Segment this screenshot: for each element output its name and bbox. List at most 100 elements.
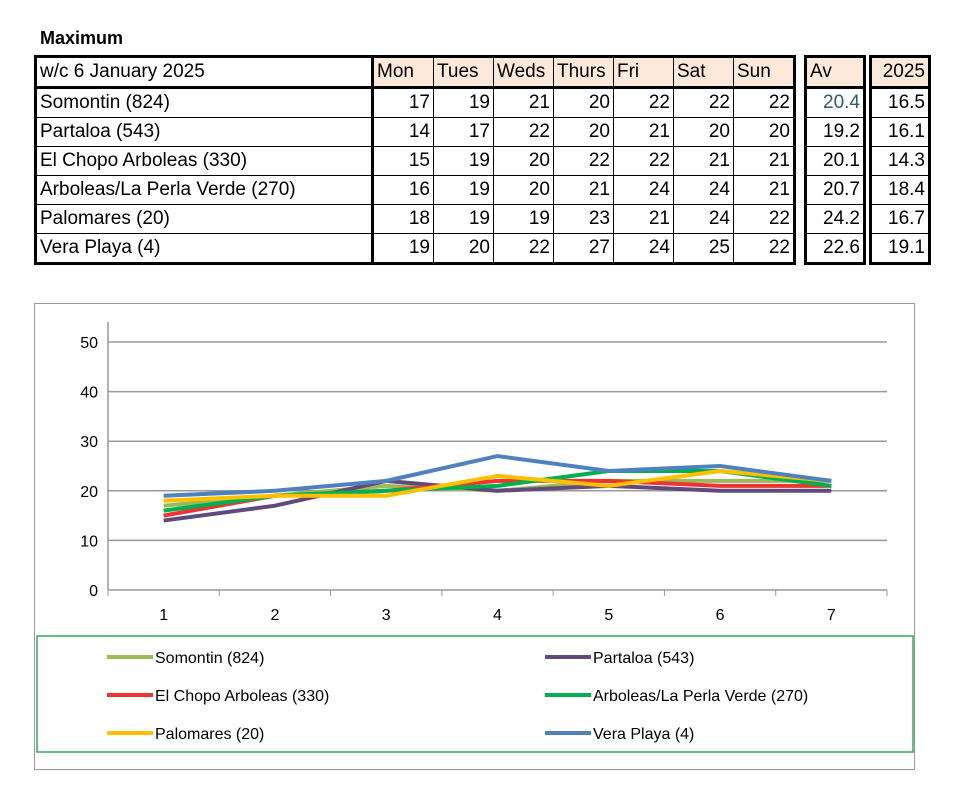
day-header: Fri — [613, 56, 674, 89]
temperature-cell: 20 — [673, 117, 734, 147]
temperature-cell: 24 — [673, 204, 734, 234]
temperature-cell: 17 — [433, 117, 494, 147]
temperature-cell: 22 — [673, 87, 734, 118]
year-cell: 16.1 — [870, 117, 930, 147]
year-cell: 16.7 — [870, 204, 930, 234]
x-tick-label: 4 — [493, 607, 502, 624]
x-tick-label: 6 — [716, 607, 725, 624]
average-cell: 19.2 — [805, 117, 865, 147]
temperature-cell: 20 — [553, 87, 614, 118]
table-row: Palomares (20) 18 19 19 23 21 24 22 — [35, 204, 796, 234]
week-label: w/c 6 January 2025 — [35, 56, 374, 89]
sheet-title: Maximum — [40, 28, 124, 48]
temperature-cell: 22 — [493, 117, 554, 147]
temperature-cell: 24 — [613, 233, 674, 264]
location-name: Arboleas/La Perla Verde (270) — [35, 175, 374, 205]
legend-label: El Chopo Arboleas (330) — [155, 688, 329, 705]
table-row: Partaloa (543) 14 17 22 20 21 20 20 — [35, 117, 796, 147]
x-tick-label: 5 — [604, 607, 613, 624]
temperature-cell: 21 — [553, 175, 614, 205]
temperature-cell: 20 — [553, 117, 614, 147]
temperature-cell: 19 — [493, 204, 554, 234]
table-row: Arboleas/La Perla Verde (270) 16 19 20 21 24 2… — [35, 175, 796, 205]
location-name: Partaloa (543) — [35, 117, 374, 147]
year-cell: 18.4 — [870, 175, 930, 205]
y-tick-label: 50 — [80, 335, 98, 352]
x-tick-label: 1 — [159, 607, 168, 624]
temperature-cell: 19 — [372, 233, 434, 264]
average-cell: 20.7 — [805, 175, 865, 205]
temperature-cell: 19 — [433, 87, 494, 118]
year-cell: 16.5 — [870, 87, 930, 118]
header-row: w/c 6 January 2025 Mon Tues Weds Thurs Fri Sat… — [35, 56, 796, 89]
day-header: Weds — [493, 56, 554, 89]
legend-label: Somontin (824) — [155, 650, 264, 667]
temperature-cell: 21 — [733, 175, 796, 205]
temperature-cell: 20 — [493, 175, 554, 205]
temperature-cell: 27 — [553, 233, 614, 264]
line-chart: 0 10 20 30 40 50 1 2 3 4 5 6 7 Somontin (824) Partaloa… — [34, 303, 915, 770]
temperature-cell: 16 — [372, 175, 434, 205]
day-header: Thurs — [553, 56, 614, 89]
day-header: Sun — [733, 56, 796, 89]
temperature-cell: 14 — [372, 117, 434, 147]
temperature-cell: 22 — [733, 204, 796, 234]
temperature-cell: 21 — [613, 204, 674, 234]
legend-label: Vera Playa (4) — [593, 726, 694, 743]
location-name: El Chopo Arboleas (330) — [35, 146, 374, 176]
y-tick-label: 0 — [89, 583, 98, 600]
temperature-cell: 20 — [433, 233, 494, 264]
temperature-cell: 22 — [553, 146, 614, 176]
temperature-cell: 25 — [673, 233, 734, 264]
year-header: 2025 — [870, 56, 930, 89]
temperature-cell: 17 — [372, 87, 434, 118]
location-name: Somontin (824) — [35, 87, 374, 118]
legend-label: Arboleas/La Perla Verde (270) — [593, 688, 808, 705]
day-header: Tues — [433, 56, 494, 89]
day-header: Sat — [673, 56, 734, 89]
temperature-cell: 23 — [553, 204, 614, 234]
temperature-cell: 22 — [733, 233, 796, 264]
temperature-cell: 21 — [613, 117, 674, 147]
legend-label: Palomares (20) — [155, 726, 264, 743]
temperature-cell: 20 — [493, 146, 554, 176]
temperature-cell: 21 — [673, 146, 734, 176]
table-row: El Chopo Arboleas (330) 15 19 20 22 22 21 21 — [35, 146, 796, 176]
series-line — [163, 478, 832, 523]
temperature-cell: 15 — [372, 146, 434, 176]
temperature-cell: 21 — [733, 146, 796, 176]
temperature-cell: 19 — [433, 204, 494, 234]
table-row: Somontin (824) 17 19 21 20 22 22 22 — [35, 87, 796, 118]
average-cell: 20.4 — [805, 87, 865, 118]
temperature-cell: 22 — [733, 87, 796, 118]
legend-box — [36, 635, 914, 753]
series-line — [163, 468, 832, 503]
temperature-cell: 24 — [613, 175, 674, 205]
day-header: Mon — [372, 56, 434, 89]
temperature-cell: 18 — [372, 204, 434, 234]
temperature-cell: 22 — [493, 233, 554, 264]
temperature-cell: 21 — [493, 87, 554, 118]
temperature-cell: 19 — [433, 175, 494, 205]
average-cell: 20.1 — [805, 146, 865, 176]
av-header: Av — [805, 56, 865, 89]
x-tick-label: 3 — [382, 607, 391, 624]
y-tick-label: 20 — [80, 484, 98, 501]
legend-label: Partaloa (543) — [593, 650, 694, 667]
x-tick-label: 2 — [270, 607, 279, 624]
average-cell: 22.6 — [805, 233, 865, 264]
year-cell: 14.3 — [870, 146, 930, 176]
location-name: Palomares (20) — [35, 204, 374, 234]
average-table: Av 20.4 19.2 20.1 20.7 24.2 22.6 — [804, 55, 866, 265]
year-cell: 19.1 — [870, 233, 930, 264]
table-row: Vera Playa (4) 19 20 22 27 24 25 22 — [35, 233, 796, 264]
temperature-table: w/c 6 January 2025 Mon Tues Weds Thurs Fri Sat… — [34, 55, 796, 265]
y-tick-label: 40 — [80, 385, 98, 402]
temperature-cell: 22 — [613, 146, 674, 176]
temperature-cell: 24 — [673, 175, 734, 205]
location-name: Vera Playa (4) — [35, 233, 374, 264]
y-tick-label: 30 — [80, 434, 98, 451]
temperature-cell: 22 — [613, 87, 674, 118]
x-tick-label: 7 — [827, 607, 836, 624]
y-tick-label: 10 — [80, 533, 98, 550]
